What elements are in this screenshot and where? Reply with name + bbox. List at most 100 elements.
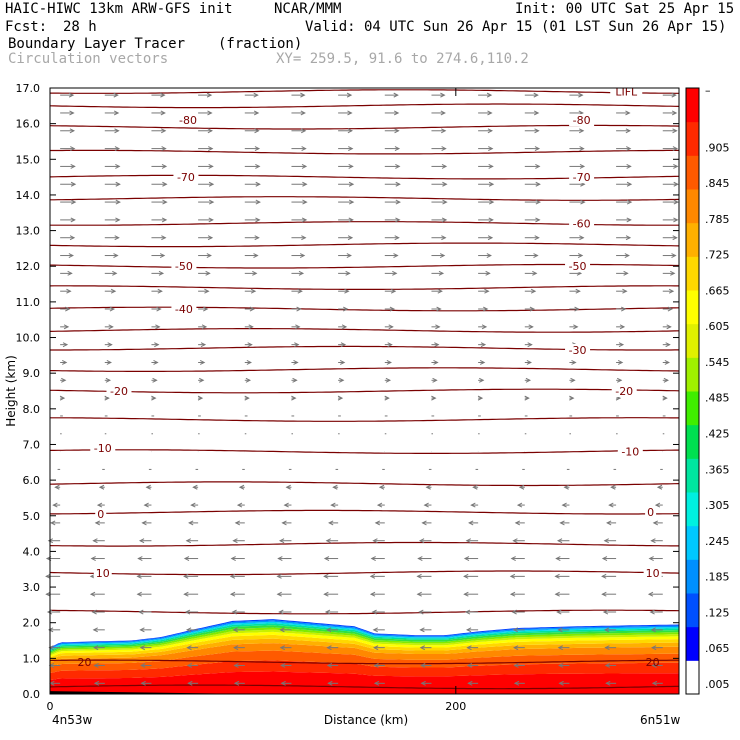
wind-vector: [338, 163, 354, 169]
wind-vector: [151, 288, 163, 294]
colorbar-swatch: [686, 290, 699, 325]
wind-vector: [524, 360, 532, 365]
wind-vector: [291, 288, 303, 294]
colorbar-label: .305: [705, 499, 730, 512]
wind-vector: [198, 146, 214, 152]
wind-vector: [244, 324, 254, 330]
wind-vector: [524, 288, 537, 294]
wind-vector: [650, 538, 663, 544]
wind-vector: [244, 181, 261, 187]
contour-line: [50, 659, 679, 665]
wind-vector: [338, 253, 352, 258]
wind-vector: [198, 270, 211, 276]
wind-vector: [244, 395, 250, 401]
wind-vector: [464, 609, 479, 615]
wind-vector: [60, 360, 68, 365]
wind-vector: [151, 217, 168, 223]
colorbar-label: .005: [705, 678, 730, 691]
wind-vector: [569, 253, 584, 258]
wind-vector: [384, 395, 390, 401]
contour-line: [49, 306, 680, 312]
wind-vector: [662, 163, 679, 169]
wind-vector: [478, 146, 494, 152]
wind-vector: [656, 484, 663, 490]
wind-vector: [557, 645, 570, 651]
wind-vector: [233, 680, 245, 686]
wind-vector: [524, 270, 538, 276]
contour-line: [49, 570, 680, 576]
wind-vector: [151, 163, 168, 169]
wind-vector: [328, 520, 339, 526]
wind-vector: [524, 92, 539, 98]
wind-vector: [291, 235, 307, 241]
wind-vector: [198, 199, 215, 205]
wind-vector: [54, 484, 61, 490]
wind-vector: [93, 680, 105, 686]
wind-vector: [431, 377, 438, 383]
wind-vector: [373, 680, 385, 686]
wind-vector: [384, 110, 400, 116]
wind-vector: [478, 110, 493, 116]
wind-vector: [192, 484, 199, 490]
wind-vector: [279, 627, 292, 633]
wind-vector: [416, 591, 432, 597]
wind-vector: [137, 556, 152, 561]
wind-vector: [185, 538, 199, 544]
y-tick-label: 5.0: [23, 510, 41, 523]
wind-vector: [338, 181, 355, 187]
wind-vector: [104, 270, 118, 276]
colorbar-label: .785: [705, 213, 730, 226]
wind-vector: [470, 502, 479, 508]
colorbar-label: .245: [705, 535, 730, 548]
wind-vector: [384, 342, 393, 348]
wind-vector: [662, 360, 670, 365]
wind-vector: [338, 270, 351, 276]
wind-vector: [384, 128, 400, 134]
wind-vector: [244, 270, 258, 276]
wind-vector: [231, 609, 245, 615]
wind-vector: [384, 181, 401, 187]
colorbar-swatch: [686, 391, 699, 426]
wind-vector: [338, 217, 354, 223]
wind-vector: [478, 163, 494, 169]
contour-label: -50: [175, 260, 193, 273]
wind-vector: [463, 591, 479, 597]
wind-vector: [478, 342, 487, 348]
wind-vector: [45, 591, 61, 597]
wind-vector: [616, 146, 632, 152]
wind-vector: [369, 591, 385, 597]
wind-vector: [278, 538, 292, 544]
wind-vector: [524, 110, 540, 116]
y-tick-label: 16.0: [16, 118, 41, 131]
wind-vector: [477, 395, 484, 401]
wind-vector: [662, 146, 679, 152]
wind-vector: [198, 92, 213, 98]
wind-vector: [662, 253, 677, 258]
colorbar-label: .845: [705, 177, 730, 190]
contour-label: 0: [647, 506, 654, 519]
wind-vector: [234, 520, 245, 526]
wind-vector: [291, 163, 308, 169]
wind-vector: [478, 128, 494, 134]
wind-vector: [616, 270, 629, 276]
wind-vector: [60, 217, 76, 223]
wind-vector: [232, 627, 245, 633]
wind-vector: [285, 484, 292, 490]
tracer-band-2: [50, 650, 679, 674]
wind-vector: [291, 395, 297, 401]
colorbar-swatch: [686, 525, 699, 560]
wind-vector: [338, 235, 354, 241]
wind-vector: [60, 306, 71, 312]
contour-label-bg: [173, 171, 199, 184]
contour-label: -80: [573, 114, 591, 127]
wind-vector: [662, 270, 676, 276]
wind-vector: [230, 556, 245, 561]
colorbar-top-label: –: [705, 84, 711, 97]
wind-vector: [229, 591, 245, 597]
colorbar-swatch: [686, 121, 699, 156]
wind-vector: [431, 146, 447, 152]
wind-vector: [198, 288, 210, 294]
wind-vector: [557, 627, 570, 633]
wind-vector: [524, 199, 541, 205]
wind-vector: [291, 270, 305, 276]
